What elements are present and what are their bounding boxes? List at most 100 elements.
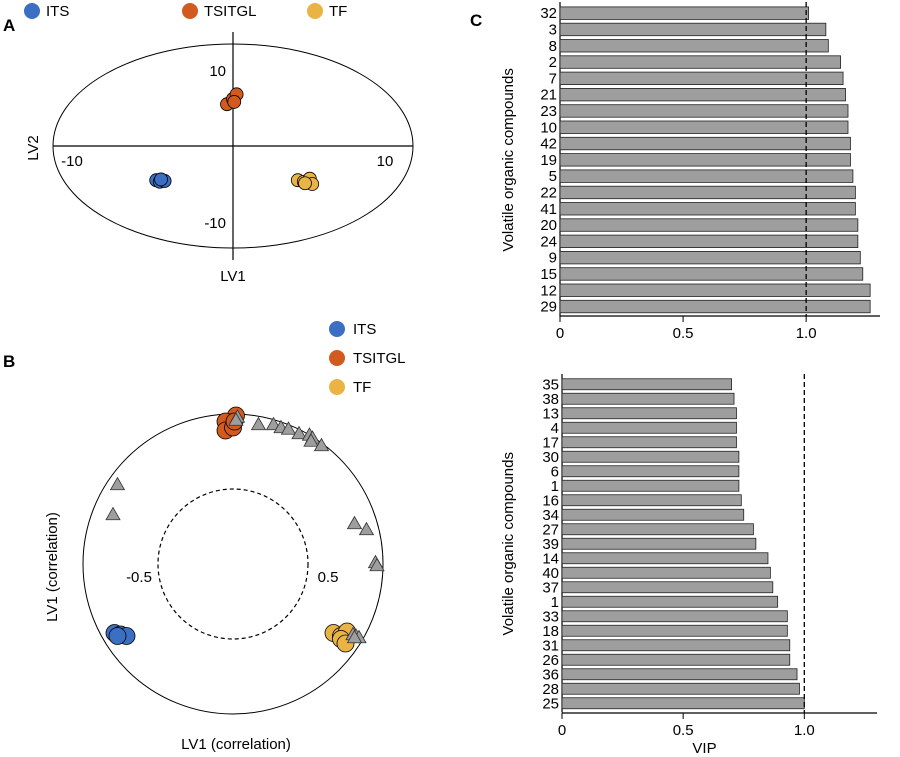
compound-label-top-17: 12 xyxy=(540,282,557,299)
compound-label-top-10: 5 xyxy=(549,168,557,185)
compound-label-top-8: 42 xyxy=(540,136,557,153)
legend-label-its: ITS xyxy=(46,3,69,20)
legend-label-tsitgl: TSITGL xyxy=(353,350,406,367)
outer-correlation-circle xyxy=(82,413,384,715)
compound-label-top-15: 9 xyxy=(549,250,557,267)
vip-bar-top-14 xyxy=(559,234,859,249)
legend-label-its: ITS xyxy=(353,321,376,338)
panel-letter-a: A xyxy=(3,16,15,35)
vip-bar-bottom-3 xyxy=(561,421,737,434)
vip-bar-bottom-6 xyxy=(561,465,740,478)
compound-label-top-0: 32 xyxy=(540,5,557,22)
inner-correlation-circle xyxy=(157,488,309,640)
compound-label-top-4: 7 xyxy=(549,70,557,87)
compound-label-bottom-16: 33 xyxy=(542,608,559,625)
vip-bar-top-8 xyxy=(559,136,851,151)
compound-label-bottom-10: 27 xyxy=(542,521,559,538)
loadings-points xyxy=(105,406,385,653)
x-tick-label-bottom-2: 1.0 xyxy=(794,722,815,739)
vip-bar-top-2 xyxy=(559,39,829,53)
compound-label-bottom-22: 25 xyxy=(542,695,559,712)
panel-a: A ITS TSITGL TF -10 10 10 -10 LV1 LV2 xyxy=(3,3,414,285)
vip-bar-top-11 xyxy=(559,185,856,200)
x-tick-a-pos: 10 xyxy=(377,153,394,170)
x-axis-title-bars-bottom: VIP xyxy=(692,740,716,757)
compound-label-top-9: 19 xyxy=(540,152,557,169)
x-tick-b-neg: -0.5 xyxy=(126,569,152,586)
compound-label-top-5: 21 xyxy=(540,87,557,104)
legend-marker-tf xyxy=(329,379,345,395)
vip-bar-bottom-5 xyxy=(561,450,740,463)
vip-bar-bottom-10 xyxy=(561,523,754,536)
compound-label-top-3: 2 xyxy=(549,54,557,71)
compound-label-bottom-20: 36 xyxy=(542,666,559,683)
y-axis-title-a: LV2 xyxy=(25,135,42,161)
compound-label-top-12: 41 xyxy=(540,201,557,218)
vip-bar-bottom-4 xyxy=(561,436,737,449)
legend-a: ITS TSITGL TF xyxy=(24,3,347,20)
legend-label-tf: TF xyxy=(329,3,347,20)
score-point-tf-4 xyxy=(298,176,312,191)
compound-label-bottom-4: 17 xyxy=(542,434,559,451)
legend-marker-tf xyxy=(307,3,323,19)
compound-label-bottom-11: 39 xyxy=(542,536,559,553)
compound-label-top-16: 15 xyxy=(540,266,557,283)
vip-bar-bottom-11 xyxy=(561,537,757,550)
compound-label-top-7: 10 xyxy=(540,119,557,136)
variable-loading-16 xyxy=(369,557,385,572)
vip-bar-bottom-15 xyxy=(561,595,779,608)
vip-bar-top-12 xyxy=(559,202,856,216)
panel-b: B ITS TSITGL TF -0.5 0.5 LV1 (correlation)… xyxy=(3,321,406,753)
x-tick-a-neg: -10 xyxy=(61,153,83,170)
compound-label-bottom-18: 31 xyxy=(542,637,559,654)
compound-label-bottom-8: 16 xyxy=(542,492,559,509)
vip-bar-top-5 xyxy=(559,88,846,102)
vip-bar-bottom-8 xyxy=(561,494,742,507)
x-tick-b-pos: 0.5 xyxy=(318,569,339,586)
compound-label-top-6: 23 xyxy=(540,103,557,120)
scores-points xyxy=(149,87,320,191)
legend-b: ITS TSITGL TF xyxy=(329,321,406,396)
legend-marker-its xyxy=(24,3,40,19)
legend-marker-tsitgl xyxy=(329,350,345,366)
compound-label-top-11: 22 xyxy=(540,184,557,201)
y-axis-title-b: LV1 (correlation) xyxy=(44,512,61,622)
vip-bar-bottom-1 xyxy=(561,392,735,405)
compound-label-top-2: 8 xyxy=(549,38,557,55)
vip-bar-top-1 xyxy=(559,22,827,37)
variable-loading-14 xyxy=(358,521,375,536)
vip-bar-bottom-22 xyxy=(561,697,805,710)
legend-label-tf: TF xyxy=(353,379,371,396)
vip-bar-top-10 xyxy=(559,169,854,183)
loading-point-its-3 xyxy=(108,627,127,645)
y-tick-a-neg: -10 xyxy=(204,215,226,232)
vip-bar-top-3 xyxy=(559,55,842,69)
compound-label-bottom-14: 37 xyxy=(542,579,559,596)
vip-bar-bottom-18 xyxy=(561,639,791,652)
x-tick-label-top-1: 0.5 xyxy=(673,325,694,342)
x-tick-label-top-0: 0 xyxy=(556,325,564,342)
x-tick-label-bottom-0: 0 xyxy=(558,722,566,739)
vip-bar-top-13 xyxy=(559,218,859,232)
variable-loading-10 xyxy=(313,437,330,452)
vip-bar-bottom-21 xyxy=(561,682,800,695)
compound-label-bottom-19: 26 xyxy=(542,652,559,669)
x-tick-label-top-2: 1.0 xyxy=(796,325,817,342)
compound-label-top-18: 29 xyxy=(540,299,557,316)
y-axis-title-bars-top: Volatile organic compounds xyxy=(500,68,517,251)
compound-label-bottom-12: 14 xyxy=(542,550,559,567)
vip-bar-bottom-2 xyxy=(561,407,737,420)
legend-marker-its xyxy=(329,321,345,337)
compound-label-bottom-13: 40 xyxy=(542,565,559,582)
compound-label-bottom-17: 18 xyxy=(542,623,559,640)
vip-bar-bottom-7 xyxy=(561,479,740,492)
variable-loading-13 xyxy=(346,515,363,530)
compound-label-bottom-1: 38 xyxy=(542,391,559,408)
legend-marker-tsitgl xyxy=(182,3,198,19)
variable-loading-20 xyxy=(346,629,363,644)
vip-bar-bottom-16 xyxy=(561,610,788,623)
x-tick-label-bottom-1: 0.5 xyxy=(673,722,694,739)
variable-loading-3 xyxy=(265,416,282,431)
